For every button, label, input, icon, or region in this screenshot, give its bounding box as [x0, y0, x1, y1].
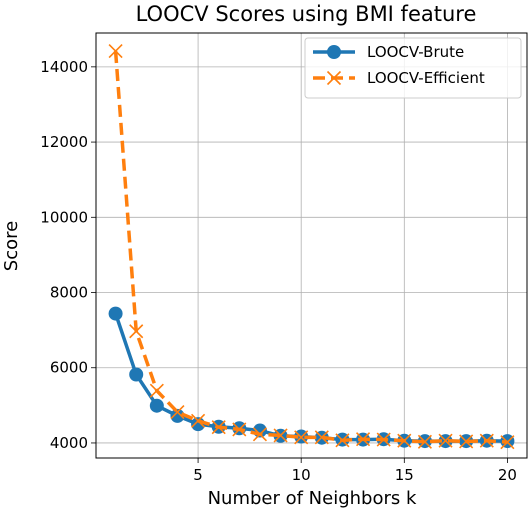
- legend-label: LOOCV-Brute: [367, 43, 464, 61]
- x-tick-label: 10: [292, 466, 311, 484]
- data-point: [252, 427, 268, 442]
- y-axis-label: Score: [1, 221, 22, 271]
- series-layer: [108, 43, 515, 450]
- data-point: [129, 324, 144, 339]
- data-point: [191, 417, 206, 432]
- data-point: [438, 433, 453, 448]
- legend-frame: [304, 37, 522, 99]
- data-point: [273, 428, 288, 443]
- y-ticks: 4000 6000 8000 10000 12000 14000: [40, 58, 96, 452]
- data-point: [500, 435, 515, 450]
- series-2: [108, 43, 515, 450]
- legend-swatch-marker: [327, 45, 341, 59]
- data-point: [170, 405, 185, 420]
- x-tick-label: 20: [498, 466, 517, 484]
- data-point: [149, 383, 164, 398]
- legend-item: LOOCV-Brute: [313, 43, 464, 61]
- chart-title: LOOCV Scores using BMI feature: [136, 2, 477, 26]
- y-tick-label: 10000: [40, 208, 88, 226]
- y-tick-label: 14000: [40, 58, 88, 76]
- legend: LOOCV-Brute LOOCV-Efficient: [304, 37, 522, 99]
- x-tick-label: 15: [395, 466, 414, 484]
- x-axis-label: Number of Neighbors k: [208, 488, 417, 509]
- data-point: [397, 433, 412, 448]
- data-point: [479, 433, 494, 448]
- y-tick-label: 4000: [50, 434, 88, 452]
- data-point: [294, 430, 309, 445]
- x-tick-label: 5: [193, 466, 203, 484]
- data-point: [355, 432, 371, 447]
- legend-item: LOOCV-Efficient: [313, 69, 485, 87]
- data-point: [232, 422, 247, 437]
- data-point: [211, 420, 226, 435]
- data-point: [459, 434, 474, 449]
- data-point: [129, 367, 144, 382]
- legend-swatch-marker: [326, 70, 342, 86]
- data-point: [417, 434, 432, 449]
- y-tick-label: 12000: [40, 133, 88, 151]
- series-line: [113, 50, 508, 444]
- data-point: [376, 432, 391, 447]
- data-point: [108, 43, 123, 59]
- data-point: [191, 413, 206, 428]
- data-point: [335, 433, 350, 448]
- data-point: [314, 430, 329, 445]
- x-ticks: 5 10 15 20: [193, 458, 517, 484]
- legend-label: LOOCV-Efficient: [367, 69, 485, 87]
- data-point: [149, 398, 164, 413]
- y-tick-label: 6000: [50, 359, 88, 377]
- data-point: [108, 306, 123, 321]
- plot-frame: [95, 32, 528, 459]
- y-tick-label: 8000: [50, 284, 88, 302]
- data-point: [170, 408, 185, 423]
- series-1: [108, 306, 515, 449]
